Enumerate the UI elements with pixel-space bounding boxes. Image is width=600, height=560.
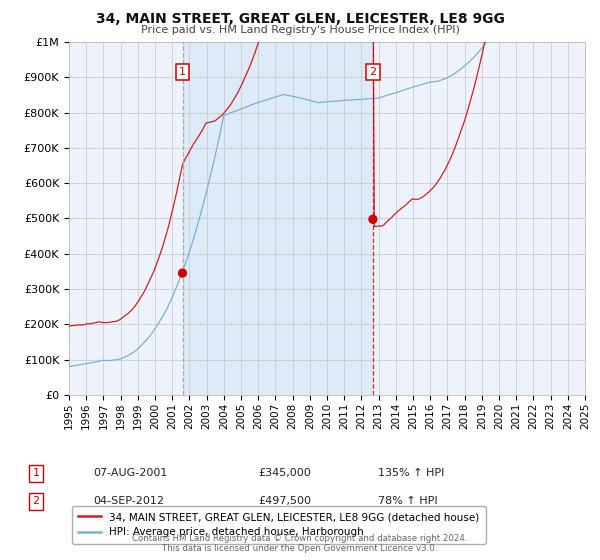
Text: £497,500: £497,500 [258, 496, 311, 506]
Text: Price paid vs. HM Land Registry's House Price Index (HPI): Price paid vs. HM Land Registry's House … [140, 25, 460, 35]
Point [178, 269, 187, 278]
Text: 2: 2 [32, 496, 40, 506]
Text: 34, MAIN STREET, GREAT GLEN, LEICESTER, LE8 9GG: 34, MAIN STREET, GREAT GLEN, LEICESTER, … [95, 12, 505, 26]
Text: Contains HM Land Registry data © Crown copyright and database right 2024.
This d: Contains HM Land Registry data © Crown c… [132, 534, 468, 553]
Text: 78% ↑ HPI: 78% ↑ HPI [378, 496, 437, 506]
Text: 2: 2 [370, 67, 376, 77]
Text: 1: 1 [179, 67, 186, 77]
Text: 135% ↑ HPI: 135% ↑ HPI [378, 468, 445, 478]
Text: £345,000: £345,000 [258, 468, 311, 478]
Text: 1: 1 [32, 468, 40, 478]
Text: 07-AUG-2001: 07-AUG-2001 [93, 468, 167, 478]
Legend: 34, MAIN STREET, GREAT GLEN, LEICESTER, LE8 9GG (detached house), HPI: Average p: 34, MAIN STREET, GREAT GLEN, LEICESTER, … [71, 506, 485, 544]
Point [368, 215, 378, 224]
Text: 04-SEP-2012: 04-SEP-2012 [93, 496, 164, 506]
Bar [182, 42, 373, 395]
